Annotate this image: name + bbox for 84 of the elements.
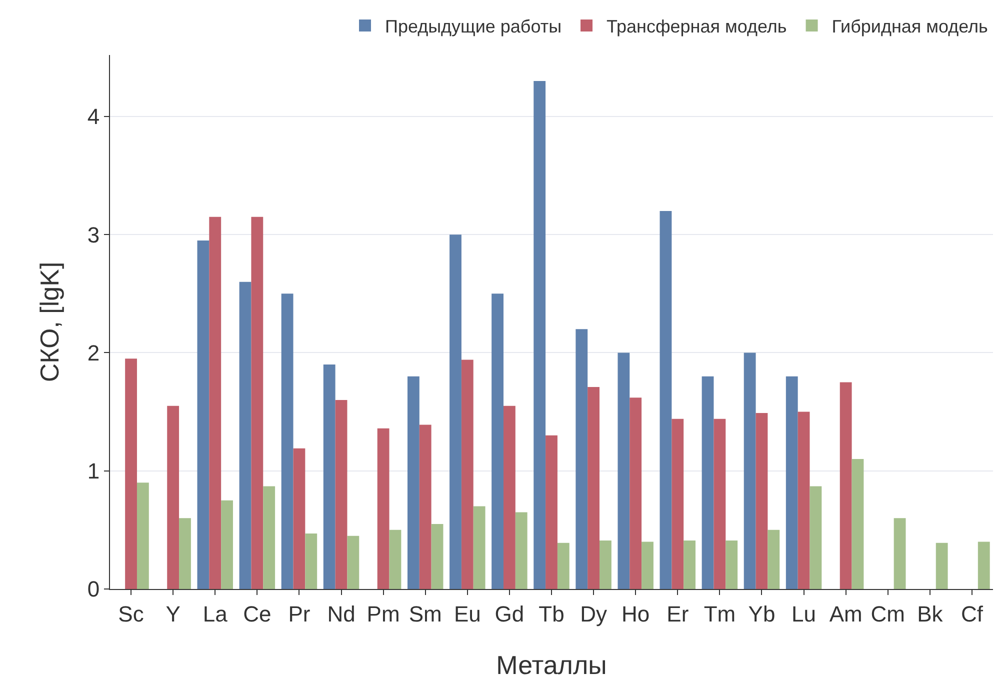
bar: [125, 358, 137, 589]
x-tick-label: Pr: [288, 601, 310, 626]
bar: [798, 412, 810, 589]
bar: [660, 210, 672, 589]
x-tick-label: Tm: [704, 601, 736, 626]
bar: [810, 486, 822, 589]
x-tick-label: Pm: [366, 601, 400, 626]
bar: [936, 542, 948, 589]
bar: [281, 294, 294, 589]
bar: [239, 282, 252, 589]
bar: [786, 376, 798, 589]
bar: [450, 234, 462, 589]
bar: [197, 240, 210, 589]
x-tick-label: Er: [666, 601, 689, 626]
bar: [389, 530, 402, 589]
bar: [504, 406, 516, 589]
bar: [534, 80, 546, 589]
x-tick-label: Cm: [870, 601, 905, 626]
bar: [600, 540, 612, 589]
y-tick-label: 1: [87, 458, 100, 484]
bar: [557, 542, 570, 589]
bar: [852, 459, 864, 589]
x-tick-label: Bk: [917, 601, 944, 626]
bar: [672, 418, 684, 589]
bar: [293, 448, 306, 589]
legend-label: Предыдущие работы: [385, 16, 562, 37]
bar: [840, 382, 852, 589]
bar: [630, 398, 642, 589]
bar: [377, 428, 390, 589]
bar: [473, 506, 486, 589]
x-tick-label: Tb: [538, 601, 564, 626]
x-tick-label: Gd: [494, 601, 524, 626]
x-tick-label: Ho: [622, 601, 650, 626]
legend-label: Гибридная модель: [832, 16, 988, 37]
bar: [492, 294, 504, 589]
bar: [305, 533, 318, 589]
x-tick-label: Nd: [327, 601, 356, 626]
x-tick-label: Sc: [118, 601, 144, 626]
y-tick-label: 3: [87, 222, 100, 248]
x-tick-label: La: [202, 601, 228, 626]
bar: [726, 540, 738, 589]
bar: [714, 418, 726, 589]
bar: [431, 524, 444, 589]
x-tick-label: Ce: [243, 601, 272, 626]
bar: [515, 512, 528, 589]
x-tick-label: Dy: [580, 601, 607, 626]
bar: [323, 364, 336, 589]
bar: [167, 406, 180, 589]
bar: [347, 536, 360, 589]
bar: [684, 540, 696, 589]
y-axis-title: СКО, [lgK]: [34, 262, 65, 382]
bar: [546, 435, 558, 589]
bar: [576, 329, 588, 589]
bar: [179, 518, 191, 589]
bar: [209, 216, 222, 589]
x-tick-label: Eu: [454, 601, 481, 626]
x-tick-label: Lu: [792, 601, 816, 626]
bar: [407, 376, 420, 589]
bar: [894, 518, 906, 589]
bar: [756, 412, 768, 589]
bar: [221, 500, 233, 589]
bar: [768, 530, 780, 589]
bar: [136, 482, 149, 589]
x-axis-title: Металлы: [496, 650, 607, 680]
bar: [461, 360, 474, 589]
y-tick-label: 2: [87, 340, 100, 366]
bar: [335, 400, 348, 589]
bar: [251, 216, 264, 589]
x-tick-label: Sm: [408, 601, 442, 626]
bar: [702, 376, 714, 589]
bar: [588, 386, 600, 589]
bar: [618, 352, 630, 589]
x-tick-label: Y: [166, 601, 181, 626]
bar: [642, 542, 654, 589]
y-tick-label: 0: [87, 576, 100, 602]
bar: [263, 486, 276, 589]
legend-label: Трансферная модель: [606, 16, 787, 37]
bar: [744, 352, 756, 589]
x-tick-label: Yb: [748, 601, 776, 626]
bar: [978, 542, 990, 589]
x-tick-label: Cf: [960, 601, 984, 626]
x-tick-label: Am: [829, 601, 862, 626]
y-tick-label: 4: [87, 104, 100, 130]
bar: [419, 424, 432, 589]
